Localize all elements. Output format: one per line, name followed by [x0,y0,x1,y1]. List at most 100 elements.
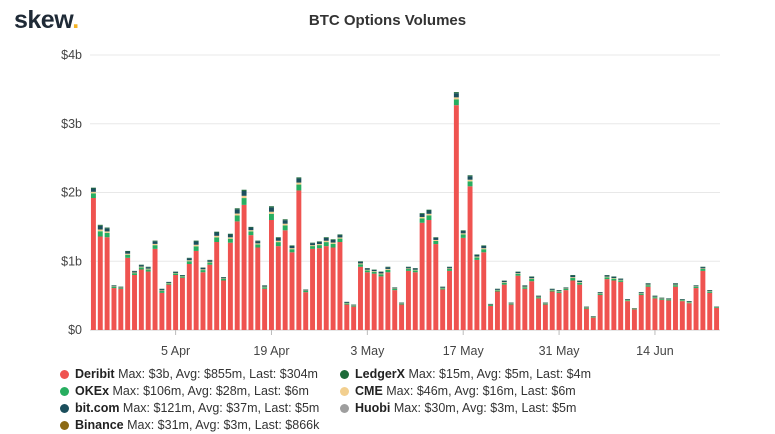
legend-stats: Max: $31m, Avg: $3m, Last: $866k [124,418,320,432]
bar-segment-deribit [680,301,685,330]
bar-segment-deribit [474,260,479,330]
bar [365,268,370,330]
bar-segment-okex [344,303,349,304]
bar-segment-deribit [673,287,678,330]
legend-dot [60,404,69,413]
bar-segment-ledgerx [276,237,281,238]
bar-segment-cme [235,214,240,216]
bar-segment-ledgerx [98,225,103,226]
bar-segment-cme [522,287,527,288]
bar-segment-deribit [563,290,568,330]
bar-segment-ledgerx [194,241,199,242]
bar-segment-okex [146,269,151,271]
legend-name: Deribit [75,367,115,381]
bar-segment-bitcom [605,275,610,276]
bar [639,292,644,330]
bar-segment-okex [577,283,582,285]
bar-segment-cme [187,260,192,261]
bar [194,241,199,330]
bar-segment-ledgerx [420,213,425,214]
bar [529,276,534,330]
bar-segment-deribit [666,300,671,330]
bar-segment-deribit [153,249,158,330]
bar-segment-okex [673,285,678,287]
bar [707,290,712,330]
bar-segment-cme [132,273,137,274]
bar-segment-cme [139,267,144,268]
bar [310,243,315,330]
bar-segment-bitcom [221,277,226,278]
bar-segment-okex [591,317,596,318]
bar-segment-bitcom [474,255,479,257]
legend-item[interactable]: bit.com Max: $121m, Avg: $37m, Last: $5m [60,400,319,417]
legend-item[interactable]: LedgerX Max: $15m, Avg: $5m, Last: $4m [340,366,591,383]
legend-item[interactable]: Binance Max: $31m, Avg: $3m, Last: $866k [60,417,319,434]
bar [680,299,685,330]
bar-segment-cme [385,269,390,270]
bar-segment-okex [372,272,377,274]
legend-item[interactable]: Huobi Max: $30m, Avg: $3m, Last: $5m [340,400,576,417]
bar [146,267,151,330]
bar [652,296,657,330]
bar-segment-cme [454,97,459,99]
bar-segment-bitcom [194,241,199,244]
bar-segment-bitcom [481,246,486,248]
bar-segment-okex [392,289,397,290]
bar-segment-bitcom [385,267,390,269]
legend-dot [60,421,69,430]
bar [399,303,404,331]
bar [201,267,206,330]
bar-segment-cme [262,287,267,288]
y-tick-label: $1b [61,254,82,268]
bar-segment-bitcom [269,207,274,211]
legend-item[interactable]: CME Max: $46m, Avg: $16m, Last: $6m [340,383,576,400]
bar-segment-bitcom [324,238,329,241]
bar-segment-cme [502,282,507,283]
bar-segment-deribit [659,300,664,330]
legend-dot [340,387,349,396]
bar-segment-deribit [166,285,171,330]
bar-segment-okex [468,181,473,186]
bar-segment-deribit [427,220,432,330]
bar-segment-okex [427,215,432,220]
bar-segment-bitcom [235,209,240,213]
bar-segment-cme [331,243,336,244]
x-tick-label: 31 May [539,344,581,358]
bar-segment-deribit [255,248,260,331]
bar-segment-okex [529,279,534,281]
bar-segment-deribit [303,292,308,330]
bar-segment-okex [639,294,644,295]
bar-segment-okex [235,216,240,222]
bar-segment-deribit [481,252,486,330]
bar [618,278,623,330]
bar-segment-deribit [91,198,96,330]
bar [255,241,260,330]
bar-segment-cme [276,241,281,242]
legend-item[interactable]: OKEx Max: $106m, Avg: $28m, Last: $6m [60,383,309,400]
bar-segment-ledgerx [317,241,322,242]
legend-dot [60,387,69,396]
bar [221,277,226,330]
bar-segment-okex [310,246,315,249]
bar-segment-cme [365,270,370,271]
bar-segment-ledgerx [337,234,342,235]
bar-segment-deribit [269,220,274,330]
bar-segment-okex [680,300,685,301]
bar-segment-deribit [276,246,281,330]
bar-segment-okex [563,289,568,290]
bar [474,254,479,330]
bar-segment-okex [303,291,308,292]
bar-segment-okex [248,231,253,235]
bar-segment-ledgerx [461,230,466,231]
bar [550,289,555,330]
bar-segment-cme [125,254,130,255]
bar-segment-deribit [331,248,336,331]
y-tick-label: $2b [61,186,82,200]
legend-item[interactable]: Deribit Max: $3b, Avg: $855m, Last: $304… [60,366,318,383]
bar-segment-okex [570,278,575,280]
chart-bars [91,92,719,330]
bar-segment-bitcom [173,272,178,273]
legend-name: Binance [75,418,124,432]
bar-segment-okex [502,283,507,285]
y-tick-label: $0 [68,323,82,337]
